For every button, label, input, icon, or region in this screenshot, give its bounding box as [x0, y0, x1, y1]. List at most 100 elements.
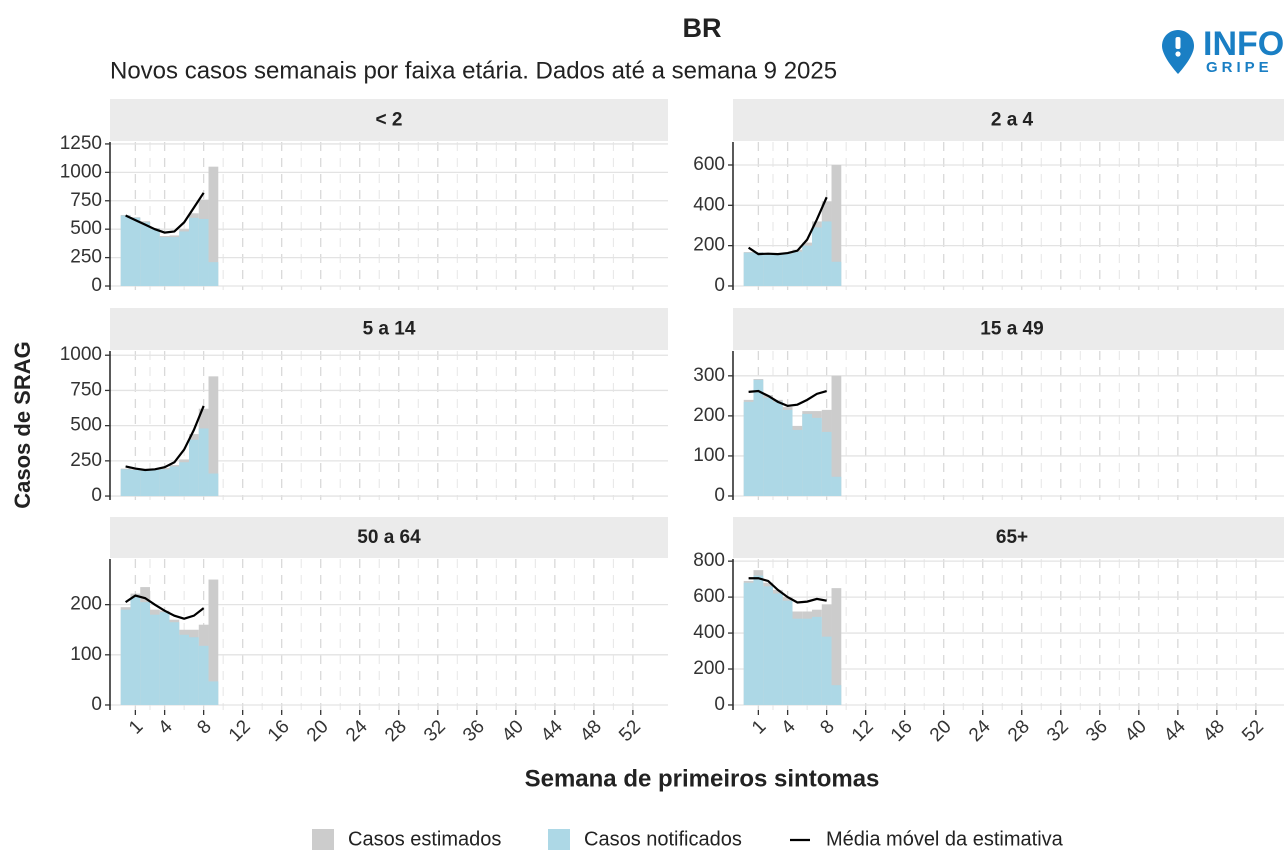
- moving-average-line: [125, 192, 205, 234]
- y-tick-label: 100: [70, 644, 102, 665]
- bar: [792, 251, 803, 286]
- bar: [179, 231, 190, 287]
- bar: [782, 600, 793, 705]
- y-tick-label: 0: [714, 275, 725, 296]
- bar: [169, 622, 180, 705]
- bar: [763, 253, 773, 286]
- bar: [130, 470, 141, 497]
- bar: [189, 637, 199, 705]
- panel: 0 250 500 750 1000 1250: [60, 133, 668, 296]
- y-tick-label: 1250: [60, 133, 102, 154]
- bar: [208, 579, 219, 705]
- y-tick-label: 0: [91, 275, 102, 296]
- x-tick-label: 40: [498, 716, 528, 746]
- x-tick-label: 24: [965, 716, 995, 746]
- x-tick-label: 20: [926, 716, 956, 746]
- bar: [179, 462, 190, 497]
- legend-swatch: [312, 829, 334, 850]
- bar: [130, 217, 141, 287]
- bar: [792, 618, 803, 705]
- bar: [159, 612, 170, 705]
- y-tick-label: 500: [70, 218, 102, 239]
- bar: [120, 215, 131, 287]
- logo-pin-dot: [1175, 51, 1181, 57]
- bar: [802, 245, 813, 286]
- bar: [149, 470, 160, 497]
- y-axis-label: Casos de SRAG: [10, 341, 35, 509]
- x-tick-label: 16: [264, 716, 294, 746]
- bar: [140, 470, 150, 497]
- x-tick-label: 16: [887, 716, 917, 746]
- bar: [812, 616, 822, 705]
- logo-subtext: GRIPE: [1206, 59, 1273, 76]
- legend-swatch: [548, 829, 570, 850]
- facet-title: 5 a 14: [363, 319, 416, 340]
- bar: [159, 469, 170, 497]
- logo-pin-mark: [1175, 37, 1181, 49]
- bar: [772, 253, 783, 286]
- y-tick-label: 1000: [60, 344, 102, 365]
- y-tick-label: 250: [70, 450, 102, 471]
- facet-strip: [110, 517, 668, 558]
- bar: [831, 588, 842, 705]
- bar: [189, 439, 199, 497]
- bar: [198, 645, 209, 705]
- bar: [831, 685, 842, 705]
- moving-average-line: [748, 577, 827, 604]
- x-tick-label: 52: [1238, 716, 1268, 746]
- moving-average-line: [748, 389, 827, 408]
- facet-strip: [733, 517, 1284, 558]
- panel: 0 100 200: [70, 559, 668, 715]
- x-tick-label: 4: [154, 716, 177, 739]
- bar: [802, 413, 813, 496]
- y-tick-label: 200: [693, 405, 725, 426]
- bar: [208, 376, 219, 497]
- bar: [149, 229, 160, 287]
- y-tick-label: 1000: [60, 161, 102, 182]
- x-axis-label: Semana de primeiros sintomas: [525, 765, 880, 792]
- bar: [802, 618, 813, 705]
- facet-title: 15 a 49: [980, 319, 1043, 340]
- bar: [208, 262, 219, 287]
- bar: [782, 253, 793, 286]
- bar: [753, 379, 764, 496]
- legend-label: Casos notificados: [584, 828, 742, 850]
- x-tick-label: 4: [777, 716, 800, 739]
- facet-title: 2 a 4: [991, 110, 1034, 131]
- bar: [831, 375, 842, 496]
- y-tick-label: 0: [714, 485, 725, 506]
- bar: [753, 575, 764, 705]
- facet-title: 50 a 64: [357, 527, 421, 548]
- x-tick-label: 44: [537, 716, 567, 746]
- chart-subtitle: Novos casos semanais por faixa etária. D…: [110, 57, 837, 84]
- logo-text: INFO: [1203, 25, 1284, 63]
- legend-label: Casos estimados: [348, 828, 501, 850]
- y-tick-label: 400: [693, 622, 725, 643]
- legend-label: Média móvel da estimativa: [826, 828, 1064, 850]
- facet-title: < 2: [376, 110, 403, 131]
- bar: [169, 466, 180, 497]
- bar: [743, 252, 754, 286]
- y-tick-label: 400: [693, 194, 725, 215]
- panel: 0 250 500 750 1000: [60, 344, 668, 506]
- y-tick-label: 0: [91, 485, 102, 506]
- x-tick-label: 52: [615, 716, 645, 746]
- y-tick-label: 500: [70, 415, 102, 436]
- bar: [140, 602, 150, 705]
- facet-strip: [733, 99, 1284, 141]
- bar: [772, 593, 783, 705]
- x-tick-label: 40: [1121, 716, 1151, 746]
- bar: [179, 634, 190, 705]
- bar: [821, 431, 832, 496]
- x-tick-label: 20: [303, 716, 333, 746]
- bar: [831, 261, 842, 286]
- x-tick-label: 28: [381, 716, 411, 746]
- bar: [812, 417, 822, 496]
- panel: 0 200 400 600 800: [693, 550, 1284, 715]
- x-tick-label: 1: [125, 716, 147, 738]
- facet-strip: [733, 308, 1284, 350]
- x-tick-label: 32: [420, 716, 450, 746]
- panel: 0 200 400 600: [693, 142, 1284, 296]
